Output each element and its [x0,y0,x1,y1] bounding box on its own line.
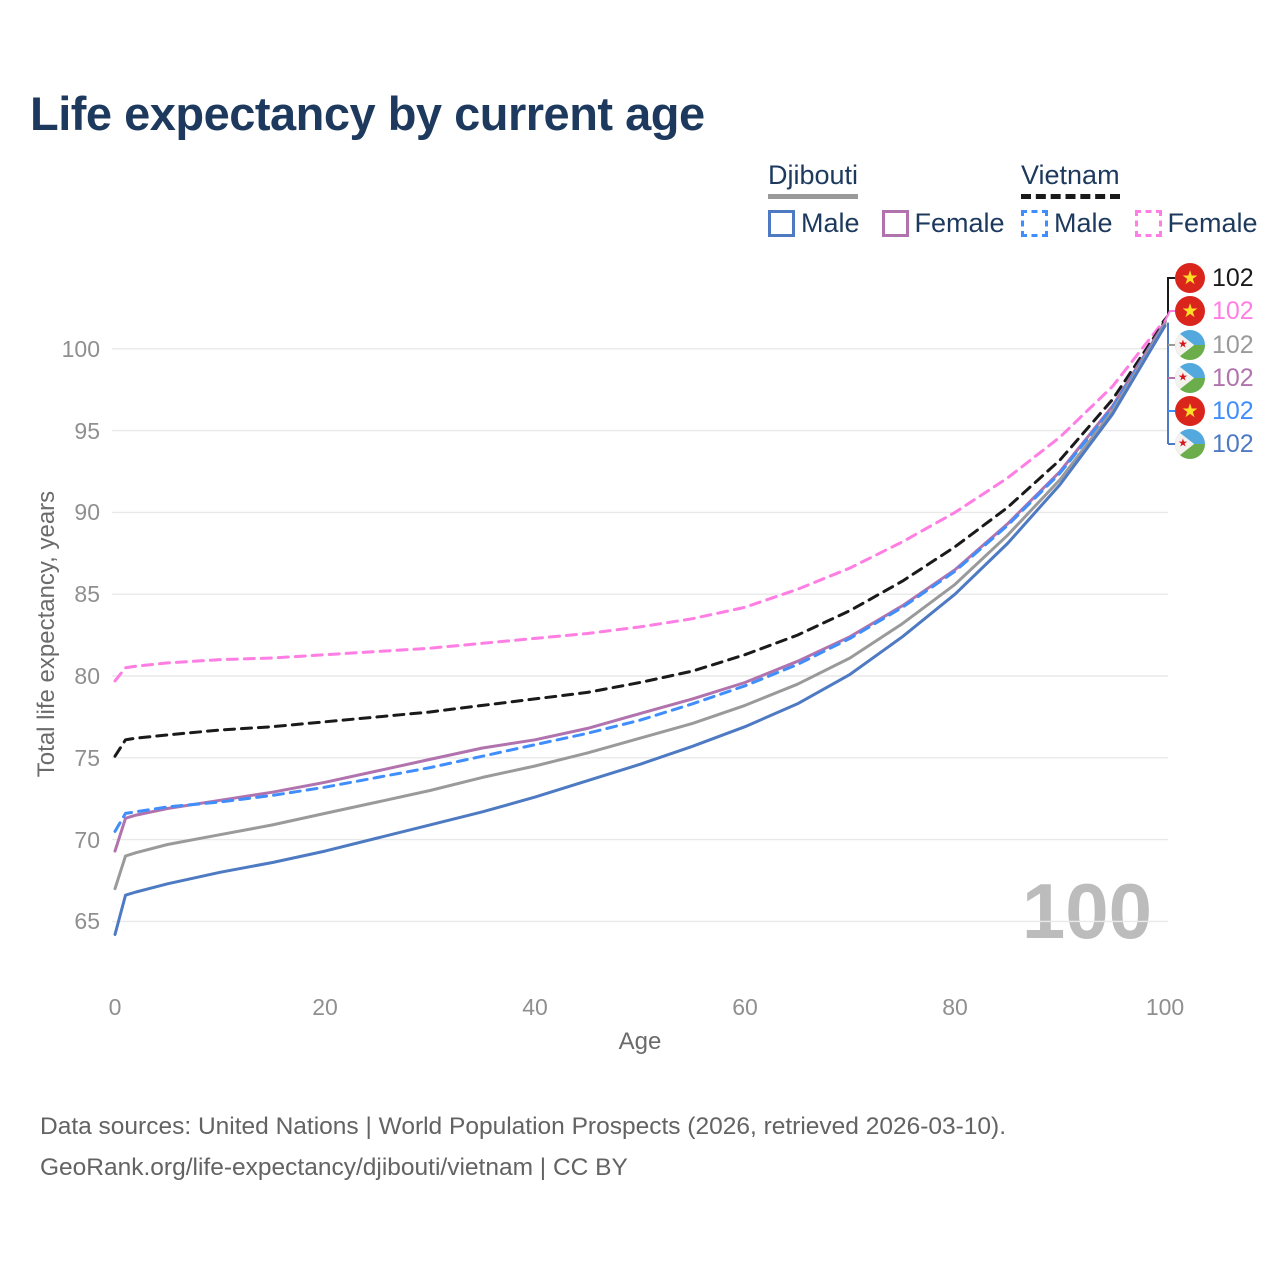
y-tick-label: 95 [74,417,100,444]
djibouti-flag-icon [1175,429,1205,459]
x-tick-label: 100 [1145,994,1185,1020]
series-line-vietnam-both-sexes[interactable] [113,319,1167,758]
y-tick-label: 75 [74,744,100,771]
x-tick-label: 0 [108,994,122,1020]
y-tick-label: 100 [61,335,100,362]
legend-item-vietnam-male[interactable]: Male [1021,208,1113,239]
x-tick-label: 80 [942,994,968,1020]
legend-items-djibouti: Male Female [768,208,1005,239]
end-label-row-djibouti-male: 102 [1175,429,1254,459]
series-line-vietnam-female[interactable] [113,317,1167,683]
legend-item-vietnam-female[interactable]: Female [1134,208,1258,239]
line-style-swatch [1134,210,1162,237]
series-line-djibouti-male[interactable] [113,324,1167,936]
y-tick-label: 90 [74,499,100,526]
end-label-row-vietnam-both-sexes: 102 [1175,263,1254,293]
x-tick-label: 40 [522,994,548,1020]
x-tick-label: 60 [732,994,758,1020]
legend-group-vietnam: Vietnam Male Female [1021,160,1258,239]
y-tick-label: 65 [74,908,100,935]
end-value-label: 102 [1212,263,1254,292]
legend-item-label: Female [1167,208,1258,238]
end-label-row-vietnam-male: 102 [1175,396,1254,426]
vietnam-flag-icon [1175,296,1205,326]
legend-country-vietnam[interactable]: Vietnam [1021,160,1120,199]
connector-line [1163,310,1175,324]
end-value-label: 102 [1212,396,1254,425]
end-value-label: 102 [1212,330,1254,359]
legend-country-djibouti[interactable]: Djibouti [768,160,859,199]
end-label-row-djibouti-female: 102 [1175,363,1254,393]
attribution-link[interactable]: GeoRank.org/life-expectancy/djibouti/vie… [40,1154,628,1182]
page-title: Life expectancy by current age [30,87,705,140]
series-line-djibouti-both-sexes[interactable] [113,322,1167,891]
data-sources-text: Data sources: United Nations | World Pop… [40,1113,1007,1140]
series-line-djibouti-female[interactable] [113,321,1167,853]
series-line-vietnam-male[interactable] [113,322,1167,833]
end-value-label: 102 [1212,363,1254,392]
legend-item-label: Male [801,208,860,238]
legend-items-vietnam: Male Female [1021,208,1258,239]
vietnam-flag-icon [1175,263,1205,293]
end-label-row-vietnam-female: 102 [1175,296,1254,326]
end-label-row-djibouti-both-sexes: 102 [1175,330,1254,360]
footer: Data sources: United Nations | World Pop… [40,1106,1006,1188]
end-value-label: 102 [1212,296,1254,325]
legend-group-djibouti: Djibouti Male Female [768,160,1005,239]
legend-country-label: Vietnam [1021,160,1120,190]
legend-item-djibouti-female[interactable]: Female [881,208,1005,239]
djibouti-flag-icon [1175,330,1205,360]
y-tick-label: 80 [74,663,100,689]
x-axis-title: Age [618,1028,662,1055]
legend-country-label: Djibouti [768,160,859,190]
vietnam-flag-icon [1175,396,1205,426]
line-style-swatch [881,210,909,237]
hover-age-label: 100 [1021,867,1152,955]
y-tick-label: 70 [74,826,100,853]
line-style-swatch [768,210,795,237]
legend-item-label: Female [914,208,1005,238]
x-tick-label: 20 [312,994,338,1020]
end-value-label: 102 [1212,429,1254,458]
y-tick-label: 85 [74,581,100,608]
djibouti-flag-icon [1175,363,1205,393]
legend-item-djibouti-male[interactable]: Male [768,208,860,239]
legend-item-label: Male [1054,208,1113,238]
line-style-swatch [1021,210,1048,237]
